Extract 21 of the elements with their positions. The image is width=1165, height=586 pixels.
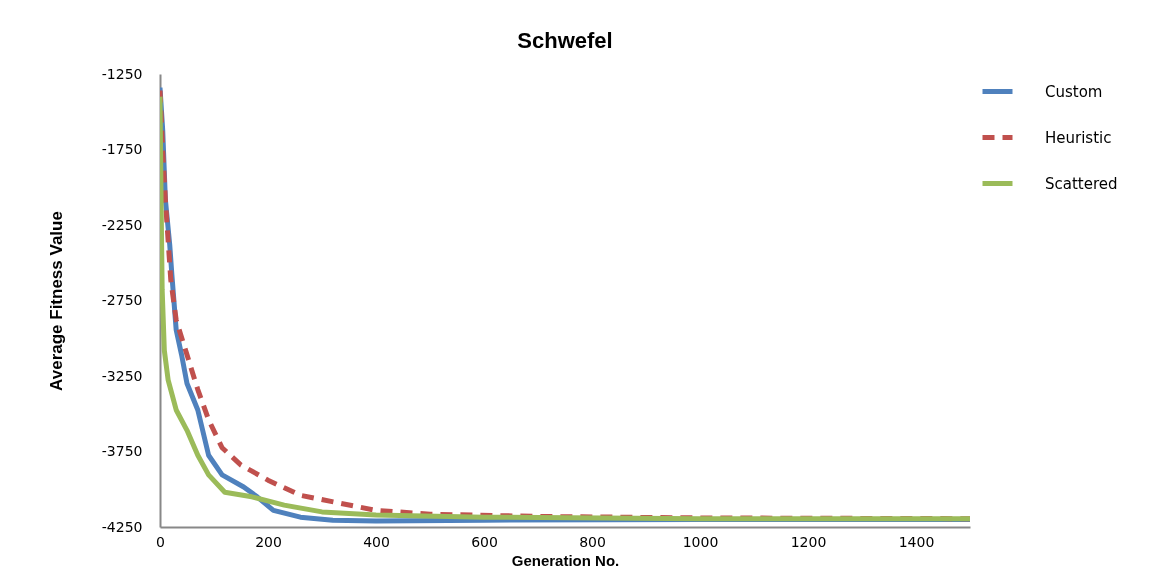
y-tick-label: -3250 bbox=[101, 367, 143, 384]
chart-title: Schwefel bbox=[517, 28, 613, 53]
y-tick-label: -1750 bbox=[101, 141, 143, 157]
y-tick-label: -2250 bbox=[101, 216, 143, 233]
y-tick-label: -1250 bbox=[101, 65, 143, 82]
x-tick-label: 200 bbox=[255, 533, 282, 550]
y-tick-label: -4250 bbox=[101, 518, 143, 535]
y-axis-title: Average Fitness Value bbox=[46, 211, 66, 391]
legend-label: Custom bbox=[1045, 82, 1103, 101]
x-tick-label: 800 bbox=[579, 533, 606, 550]
x-tick-label: 0 bbox=[156, 533, 165, 550]
x-tick-label: 600 bbox=[471, 533, 498, 550]
legend-label: Scattered bbox=[1045, 174, 1118, 193]
y-tick-label: -3750 bbox=[101, 443, 143, 459]
x-tick-label: 1200 bbox=[790, 533, 827, 550]
x-tick-label: 1400 bbox=[898, 533, 935, 550]
legend-label: Heuristic bbox=[1045, 128, 1112, 147]
x-axis-title: Generation No. bbox=[511, 551, 620, 569]
x-tick-label: 400 bbox=[363, 533, 390, 550]
y-tick-label: -2750 bbox=[101, 292, 143, 308]
x-tick-label: 1000 bbox=[682, 533, 719, 550]
